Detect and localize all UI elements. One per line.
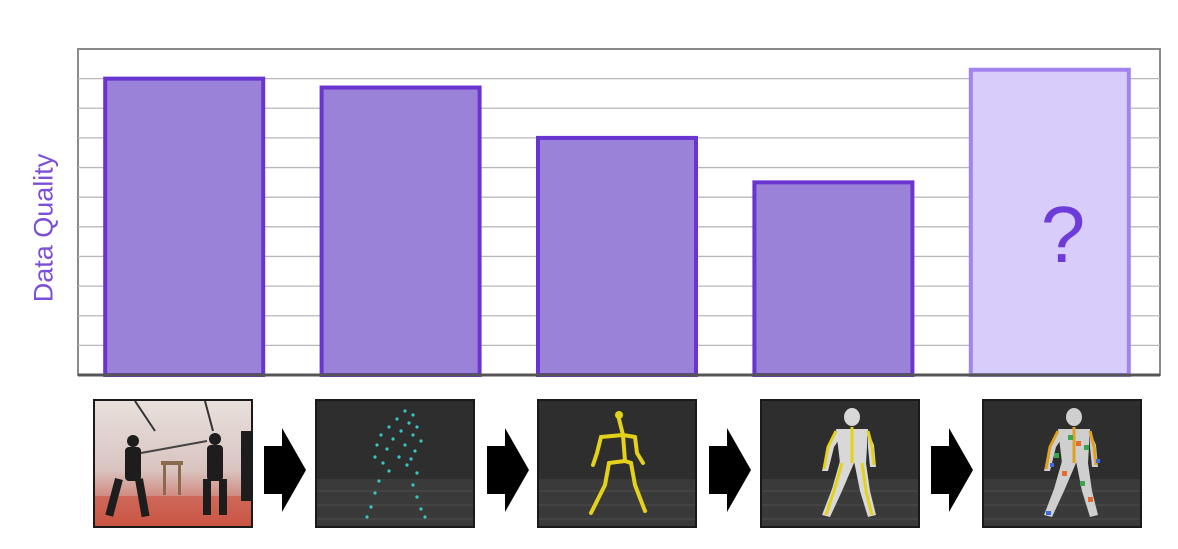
body-mesh <box>760 399 920 528</box>
bar <box>536 135 698 377</box>
y-axis-label: Data Quality <box>28 153 59 303</box>
bar-chart: ? <box>77 48 1161 378</box>
bar <box>103 76 266 378</box>
marker-point-cloud <box>315 399 475 528</box>
arrow-icon <box>931 428 973 512</box>
bar <box>319 85 482 377</box>
bar-unknown <box>968 67 1131 377</box>
arrow-icon <box>487 428 529 512</box>
skeleton <box>537 399 697 528</box>
unknown-bar-label: ? <box>1041 190 1086 279</box>
detailed-body-mesh <box>982 399 1142 528</box>
arrow-icon <box>709 428 751 512</box>
bar <box>752 180 915 377</box>
arrow-icon <box>264 428 306 512</box>
motion-capture-photo <box>93 399 253 528</box>
